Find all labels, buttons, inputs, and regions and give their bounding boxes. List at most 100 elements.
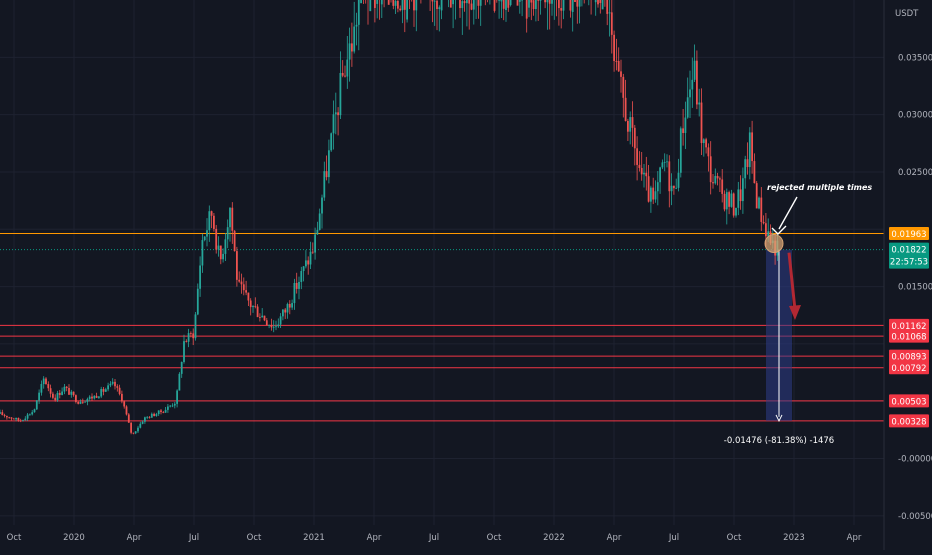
- candle-body: [169, 406, 171, 407]
- candle-body: [533, 0, 535, 9]
- candle-body: [678, 173, 680, 188]
- candle-body: [436, 1, 438, 9]
- candle-body: [64, 387, 66, 392]
- candle-body: [188, 333, 190, 342]
- time-tick-label: Apr: [847, 533, 862, 543]
- candle-body: [312, 252, 314, 253]
- candle-body: [179, 374, 181, 391]
- candle-body: [321, 198, 323, 214]
- candle-body: [4, 415, 6, 416]
- candle-body: [22, 420, 24, 421]
- candle-body: [466, 0, 468, 3]
- candle-body: [275, 326, 277, 327]
- time-tick-label: 2020: [63, 533, 85, 543]
- candle-body: [622, 77, 624, 98]
- support-level-tag-text: 0.00893: [891, 353, 926, 363]
- candle-body: [634, 128, 636, 148]
- candle-body: [137, 428, 139, 432]
- candle-body: [655, 191, 657, 199]
- candle-body: [664, 162, 666, 163]
- price-tick-label: 0.03000: [898, 111, 932, 121]
- candle-body: [54, 398, 56, 400]
- candle-body: [45, 379, 47, 385]
- candle-body: [243, 284, 245, 290]
- candle-body: [326, 171, 328, 177]
- candle-body: [402, 0, 404, 10]
- candle-body: [229, 208, 231, 227]
- candle-body: [149, 417, 151, 418]
- candle-body: [96, 396, 98, 398]
- candle-body: [289, 304, 291, 308]
- candle-body: [130, 423, 132, 433]
- candle-body: [146, 417, 148, 418]
- candle-body: [758, 198, 760, 209]
- candle-body: [294, 283, 296, 303]
- candle-body: [261, 316, 263, 318]
- candle-body: [478, 0, 480, 6]
- candle-body: [549, 0, 551, 4]
- candle-body: [535, 0, 537, 9]
- candle-body: [307, 260, 309, 264]
- candle-body: [641, 168, 643, 174]
- candle-body: [139, 424, 141, 428]
- candle-body: [15, 418, 17, 419]
- candle-body: [388, 0, 390, 5]
- price-tick-label: 0.02500: [898, 168, 932, 178]
- candle-body: [461, 1, 463, 8]
- candle-body: [222, 254, 224, 259]
- candle-body: [756, 183, 758, 208]
- time-tick-label: Jul: [668, 533, 679, 543]
- candle-body: [662, 162, 664, 167]
- candle-body: [687, 97, 689, 117]
- candle-body: [733, 194, 735, 216]
- rejection-highlight-circle: [765, 234, 783, 252]
- candle-body: [346, 60, 348, 77]
- candle-body: [277, 324, 279, 326]
- candle-body: [744, 159, 746, 178]
- candle-body: [20, 420, 22, 421]
- candle-body: [731, 194, 733, 207]
- candle-body: [47, 384, 49, 388]
- candle-body: [754, 161, 756, 183]
- candle-body: [666, 161, 668, 162]
- candle-body: [303, 266, 305, 271]
- candle-body: [342, 73, 344, 76]
- candle-body: [685, 118, 687, 133]
- candle-body: [340, 73, 342, 115]
- support-level-tag-text: 0.01068: [891, 333, 926, 343]
- candle-body: [13, 419, 15, 420]
- candle-body: [0, 412, 1, 414]
- candle-body: [558, 0, 560, 8]
- candle-body: [358, 0, 360, 25]
- candle-body: [616, 61, 618, 62]
- candle-body: [68, 388, 70, 395]
- candle-body: [190, 333, 192, 334]
- candle-body: [80, 402, 82, 404]
- candle-body: [61, 392, 63, 395]
- candle-body: [747, 159, 749, 167]
- candle-body: [231, 208, 233, 231]
- candle-body: [248, 293, 250, 301]
- candle-body: [11, 417, 13, 418]
- candle-body: [319, 213, 321, 229]
- candle-body: [659, 167, 661, 182]
- time-tick-label: Oct: [487, 533, 502, 543]
- candle-body: [162, 412, 164, 413]
- candle-body: [317, 230, 319, 235]
- candle-body: [220, 246, 222, 260]
- price-tick-label: -0.00000: [898, 455, 932, 465]
- candle-body: [576, 0, 578, 7]
- candle-body: [507, 0, 509, 8]
- candle-body: [701, 103, 703, 143]
- support-level-tag-text: 0.00503: [891, 397, 926, 407]
- candle-body: [572, 0, 574, 12]
- candle-body: [1, 412, 3, 415]
- candle-body: [300, 271, 302, 282]
- candle-body: [50, 388, 52, 393]
- candle-body: [116, 386, 118, 388]
- candle-body: [434, 1, 436, 2]
- key-level-tag-text: 0.01963: [891, 230, 926, 240]
